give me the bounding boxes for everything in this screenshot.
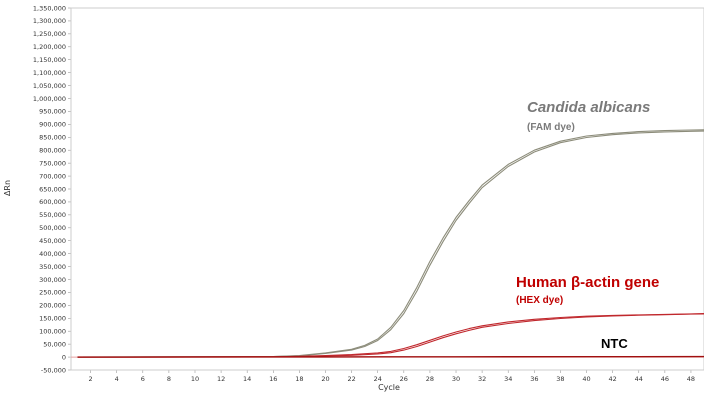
y-tick-label: 400,000 — [39, 250, 66, 258]
x-tick-label: 38 — [556, 375, 564, 383]
x-tick-label: 30 — [452, 375, 460, 383]
y-tick-label: 1,250,000 — [33, 30, 66, 38]
series-line-1 — [77, 129, 704, 358]
y-tick-label: 1,050,000 — [33, 82, 66, 90]
x-tick-label: 2 — [89, 375, 93, 383]
y-tick-label: 500,000 — [39, 224, 66, 232]
y-tick-label: 1,350,000 — [33, 4, 66, 12]
x-tick-label: 28 — [426, 375, 434, 383]
x-axis-ticks: 2 4 6 8 10 12 14 16 18 20 22 24 26 28 30 32 34 36 38 40 42 44… — [89, 370, 695, 383]
y-tick-label: 950,000 — [39, 108, 66, 116]
series-line-4 — [77, 313, 704, 358]
y-tick-label: 750,000 — [39, 159, 66, 167]
series-line-2 — [77, 130, 704, 358]
x-tick-label: 14 — [243, 375, 251, 383]
y-tick-label: 450,000 — [39, 237, 66, 245]
y-tick-label: 700,000 — [39, 172, 66, 180]
x-tick-label: 20 — [321, 375, 329, 383]
x-tick-label: 32 — [478, 375, 486, 383]
y-tick-label: 300,000 — [39, 276, 66, 284]
y-tick-label: 50,000 — [43, 340, 66, 348]
y-tick-label: 600,000 — [39, 198, 66, 206]
y-tick-label: -50,000 — [41, 366, 66, 374]
x-tick-label: 8 — [167, 375, 171, 383]
x-tick-label: 16 — [269, 375, 277, 383]
x-tick-label: 12 — [217, 375, 225, 383]
y-tick-label: 1,000,000 — [33, 95, 66, 103]
y-tick-label: 200,000 — [39, 302, 66, 310]
annotation-beta-actin: Human β-actin gene — [516, 274, 659, 291]
y-axis-label: ΔRn — [3, 180, 12, 196]
x-tick-label: 4 — [115, 375, 119, 383]
y-tick-label: 150,000 — [39, 315, 66, 323]
x-tick-label: 34 — [504, 375, 512, 383]
series-lines — [77, 129, 704, 358]
series-line-5 — [77, 355, 704, 358]
y-tick-label: 1,100,000 — [33, 69, 66, 77]
y-tick-label: 550,000 — [39, 211, 66, 219]
y-tick-label: 0 — [62, 353, 66, 361]
x-tick-label: 6 — [141, 375, 145, 383]
annotation-fam-dye: (FAM dye) — [527, 122, 575, 133]
x-tick-label: 48 — [687, 375, 695, 383]
y-tick-label: 850,000 — [39, 134, 66, 142]
x-tick-label: 10 — [191, 375, 199, 383]
y-tick-label: 100,000 — [39, 328, 66, 336]
x-tick-label: 18 — [295, 375, 303, 383]
x-tick-label: 46 — [661, 375, 669, 383]
x-tick-label: 22 — [347, 375, 355, 383]
x-tick-label: 36 — [530, 375, 538, 383]
x-axis-label: Cycle — [378, 383, 400, 392]
annotation-ntc: NTC — [601, 336, 628, 351]
x-tick-label: 44 — [635, 375, 643, 383]
x-tick-label: 42 — [608, 375, 616, 383]
y-tick-label: 650,000 — [39, 185, 66, 193]
y-tick-label: 350,000 — [39, 263, 66, 271]
annotation-hex-dye: (HEX dye) — [516, 295, 563, 306]
y-tick-label: 800,000 — [39, 147, 66, 155]
annotation-candida: Candida albicans — [527, 99, 650, 116]
y-tick-label: 1,150,000 — [33, 56, 66, 64]
x-tick-label: 40 — [582, 375, 590, 383]
x-tick-label: 24 — [374, 375, 382, 383]
y-tick-label: 250,000 — [39, 289, 66, 297]
x-tick-label: 26 — [400, 375, 408, 383]
y-tick-label: 1,300,000 — [33, 17, 66, 25]
plot-frame — [70, 7, 704, 371]
y-axis-ticks: -50,000 0 50,000 100,000 150,000 200,000 250,0… — [33, 4, 71, 374]
y-tick-label: 1,200,000 — [33, 43, 66, 51]
y-tick-label: 900,000 — [39, 121, 66, 129]
